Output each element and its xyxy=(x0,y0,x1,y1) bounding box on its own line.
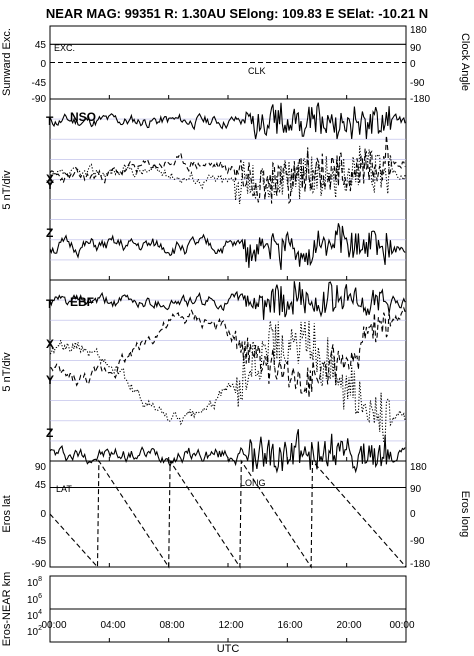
eros-lat-label: Eros lat xyxy=(1,495,13,532)
ebf-label-x: X xyxy=(46,337,54,351)
eros-long-tick-m90: -90 xyxy=(410,536,425,547)
eros-lat-tick-45: 45 xyxy=(35,480,47,491)
lat-annotation: LAT xyxy=(56,484,72,494)
nso-trace-z xyxy=(49,223,406,270)
x-tick-label-6: 00:00 xyxy=(389,620,414,631)
eros-latlong-lines xyxy=(49,459,407,569)
sunward-tick-0: 0 xyxy=(40,59,46,70)
x-axis-title: UTC xyxy=(217,643,240,655)
sunward-panel: Sunward Exc. Clock Angle 45 0 -45 -90 18… xyxy=(1,25,471,105)
x-tick-label-0: 00:00 xyxy=(41,620,66,631)
clk-annotation: CLK xyxy=(248,66,266,76)
x-tick-label-1: 04:00 xyxy=(100,620,125,631)
clock-tick-m180: -180 xyxy=(410,94,430,105)
sunward-tick-m45: -45 xyxy=(32,78,47,89)
nso-panel-label: NSO xyxy=(70,110,96,124)
nso-panel: NSO 5 nT/div T X Y Z xyxy=(1,98,407,281)
eros-long-tick-90: 90 xyxy=(410,484,422,495)
x-axis-labels: 00:00 04:00 08:00 12:00 16:00 20:00 00:0… xyxy=(41,620,414,631)
ebf-trace-x xyxy=(49,306,406,398)
nso-traces xyxy=(49,102,406,270)
x-tick-label-4: 16:00 xyxy=(277,620,302,631)
x-tick-label-5: 20:00 xyxy=(336,620,361,631)
nso-label-y: Y xyxy=(46,178,54,192)
sunward-tick-m90: -90 xyxy=(32,94,47,105)
plot-title: NEAR MAG: 99351 R: 1.30AU SElong: 109.83… xyxy=(46,6,428,21)
nso-ylabel: 5 nT/div xyxy=(1,170,13,210)
ebf-trace-y xyxy=(49,320,406,444)
sunward-lines xyxy=(50,43,406,64)
eros-latlong-panel: Eros lat Eros long 90 45 0 -45 -90 180 9… xyxy=(1,459,471,570)
ebf-label-z: Z xyxy=(46,426,53,440)
distance-tick-1e2: 102 xyxy=(27,625,42,638)
x-tick-label-2: 08:00 xyxy=(159,620,184,631)
nso-trace-y xyxy=(49,145,406,204)
ebf-label-y: Y xyxy=(46,373,54,387)
nso-label-z: Z xyxy=(46,226,53,240)
clock-tick-90: 90 xyxy=(410,43,422,54)
nso-trace-x xyxy=(49,135,406,205)
long-annotation: LONG xyxy=(240,478,266,488)
nso-label-x: X xyxy=(46,172,54,186)
x-axis-ticks xyxy=(49,95,407,642)
ebf-trace-t xyxy=(49,281,406,320)
eros-long-tick-180: 180 xyxy=(410,462,427,473)
nso-gridlines xyxy=(50,118,406,261)
ebf-panel: EBF 5 nT/div T X Y Z xyxy=(1,279,407,474)
exc-annotation: EXC. xyxy=(54,43,75,53)
ebf-gridlines xyxy=(50,299,406,442)
distance-tick-1e6: 106 xyxy=(27,593,42,606)
ebf-label-t: T xyxy=(46,297,54,311)
nso-trace-t xyxy=(49,102,406,140)
eros-lat-tick-90: 90 xyxy=(35,462,47,473)
eros-latlong-frame xyxy=(49,460,407,568)
eros-series-long xyxy=(49,459,407,569)
ebf-panel-label: EBF xyxy=(70,295,94,309)
clock-tick-180: 180 xyxy=(410,25,427,36)
distance-tick-1e4: 104 xyxy=(27,609,42,622)
eros-long-tick-m180: -180 xyxy=(410,559,430,570)
ebf-frame xyxy=(49,279,407,462)
ebf-traces xyxy=(49,281,406,474)
x-tick-label-3: 12:00 xyxy=(218,620,243,631)
sunward-tick-45: 45 xyxy=(35,40,47,51)
eros-long-tick-0: 0 xyxy=(410,509,416,520)
clock-tick-m90: -90 xyxy=(410,78,425,89)
ebf-trace-z xyxy=(49,429,406,474)
distance-tick-1e8: 108 xyxy=(27,576,42,589)
eros-lat-tick-0: 0 xyxy=(40,509,46,520)
eros-lat-tick-m90: -90 xyxy=(32,559,47,570)
sunward-exc-label: Sunward Exc. xyxy=(1,28,13,96)
ebf-ylabel: 5 nT/div xyxy=(1,352,13,392)
nso-label-t: T xyxy=(46,114,54,128)
distance-panel: Eros-NEAR km 108 106 104 102 xyxy=(1,572,407,647)
eros-long-label: Eros long xyxy=(459,491,471,537)
eros-lat-tick-m45: -45 xyxy=(32,536,47,547)
clock-angle-label: Clock Angle xyxy=(459,33,471,91)
clock-tick-0: 0 xyxy=(410,59,416,70)
distance-label: Eros-NEAR km xyxy=(1,572,13,647)
